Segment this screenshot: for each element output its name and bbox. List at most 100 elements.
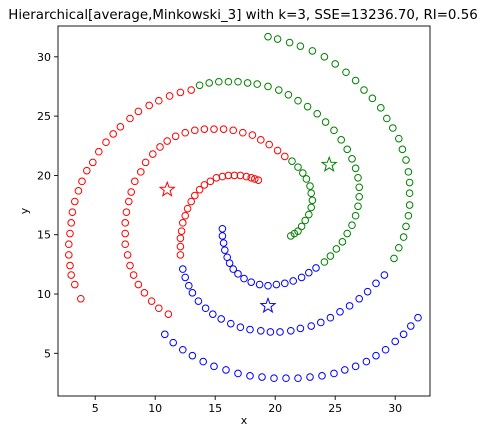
y-axis-label: y [18,207,31,214]
data-point [218,232,227,240]
data-point [176,234,185,243]
data-point [264,281,272,290]
data-point [377,104,385,112]
data-point [255,280,264,289]
data-point [270,374,278,383]
data-point [341,366,349,374]
data-point [179,219,187,227]
x-tick-label: 15 [208,402,222,415]
data-point [354,202,362,211]
y-tick-label: 25 [37,110,51,123]
data-point [405,189,414,198]
data-point [302,175,311,183]
data-point [351,76,360,85]
data-point [360,86,368,94]
data-point [179,265,187,273]
data-point [227,319,235,328]
data-point [338,238,347,246]
data-point [123,251,132,259]
x-tick-label: 10 [148,402,162,415]
data-point [308,47,317,55]
data-point [355,183,364,192]
data-point [221,246,229,254]
data-point [67,271,75,279]
data-point [210,125,218,133]
data-point [179,345,187,354]
data-point [125,197,133,206]
data-point [294,374,302,383]
data-point [391,337,400,346]
y-tick-label: 5 [44,347,51,360]
data-point [402,156,410,164]
data-point [354,173,362,182]
cluster-centroid-star [320,155,338,173]
x-tick-label: 5 [92,402,99,415]
data-point [191,191,199,200]
data-point [276,328,284,336]
data-point [402,222,410,231]
data-point [273,146,282,155]
data-point [362,357,371,366]
data-point [165,92,174,100]
data-point [65,240,73,249]
data-point [129,271,138,279]
data-point [351,164,360,173]
data-point [313,109,322,118]
data-point [342,68,350,77]
data-point [205,79,213,87]
x-axis-ticks: 5 10 15 20 25 30 [92,396,402,415]
data-point [407,322,415,330]
data-point [66,261,74,270]
data-point [149,150,157,158]
data-point [121,219,129,227]
data-point [281,152,289,161]
data-point [187,86,195,94]
y-tick-label: 20 [37,169,51,182]
data-point [398,145,407,154]
data-point [242,172,251,181]
data-point [161,330,169,339]
y-tick-label: 15 [37,229,51,242]
data-point [273,35,282,43]
data-point [363,287,372,296]
data-point [351,211,360,220]
data-point [308,196,317,205]
data-point [287,326,295,335]
data-point [330,369,338,378]
data-point [257,326,265,335]
data-point [330,126,338,135]
data-point [109,130,117,138]
data-point [246,325,254,334]
data-point [265,140,274,149]
data-point [199,357,207,366]
y-axis-ticks: 5 10 15 20 25 30 [37,51,58,360]
data-point [222,366,230,374]
data-point [188,289,197,297]
data-point [78,177,86,186]
data-point [145,101,153,110]
data-point [185,281,193,290]
data-point [176,251,185,259]
data-point [307,189,316,198]
data-point [337,136,346,144]
data-point [239,128,247,137]
data-point [264,82,272,91]
data-point [390,254,398,263]
data-point [321,118,330,126]
data-point [127,188,135,196]
data-point [126,114,134,123]
data-point [303,102,312,111]
data-point [395,243,403,252]
data-point [102,138,110,147]
data-point [247,173,255,182]
data-point [95,147,103,156]
data-point [287,232,295,240]
data-point [121,240,129,249]
data-point [229,265,237,273]
data-point [305,210,313,219]
cluster-centroid-star [259,296,277,314]
data-point [348,155,356,163]
data-point [200,125,209,133]
